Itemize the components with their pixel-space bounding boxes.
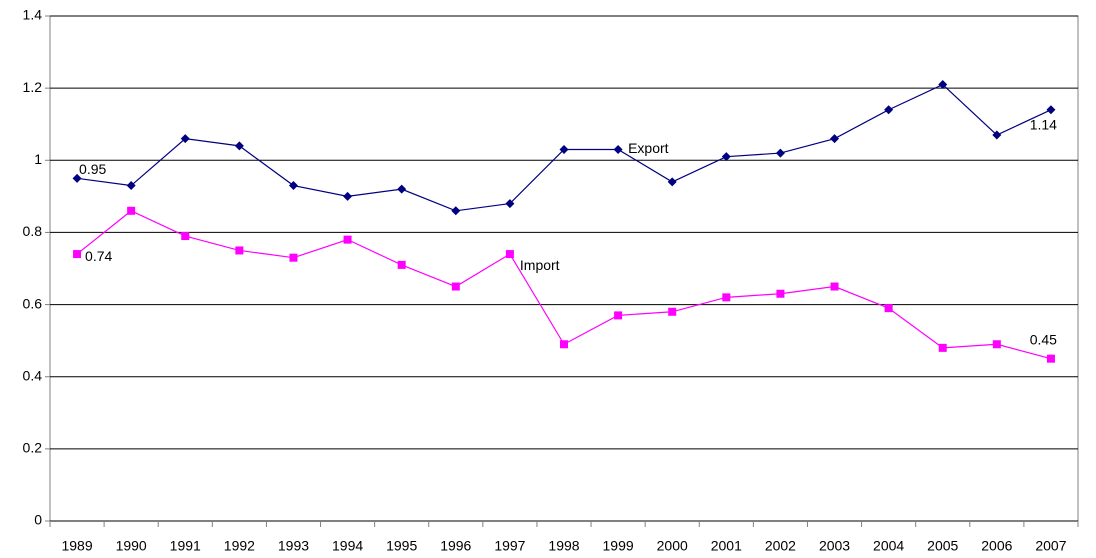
x-tick-label: 1995 (386, 538, 417, 554)
marker (775, 148, 785, 158)
marker (397, 260, 406, 269)
x-tick-label: 1998 (548, 538, 579, 554)
x-tick-label: 2001 (711, 538, 742, 554)
x-tick-label: 2007 (1035, 538, 1066, 554)
marker (288, 181, 298, 191)
marker (451, 206, 461, 216)
series-name: Import (520, 257, 560, 273)
x-tick-label: 1993 (278, 538, 309, 554)
marker (992, 340, 1001, 349)
x-tick-label: 1997 (494, 538, 525, 554)
y-tick-label: 0.6 (23, 295, 43, 311)
x-tick-label: 1996 (440, 538, 471, 554)
marker (289, 253, 298, 262)
marker (722, 293, 731, 302)
y-tick-label: 1.4 (23, 7, 43, 23)
marker (180, 134, 190, 144)
marker (938, 343, 947, 352)
data-label: 0.74 (85, 248, 112, 264)
x-tick-label: 2004 (873, 538, 904, 554)
marker (721, 152, 731, 162)
x-tick-label: 1994 (332, 538, 363, 554)
marker (73, 250, 82, 259)
x-tick-label: 2000 (657, 538, 688, 554)
series-name: Export (628, 140, 669, 156)
marker (1046, 105, 1056, 115)
marker (505, 250, 514, 259)
x-tick-label: 1999 (603, 538, 634, 554)
data-label: 1.14 (1030, 116, 1057, 132)
y-tick-label: 0.4 (23, 367, 43, 383)
data-label: 0.95 (79, 161, 106, 177)
marker (613, 144, 623, 154)
marker (343, 235, 352, 244)
marker (127, 206, 136, 215)
marker (343, 191, 353, 201)
x-tick-label: 1989 (61, 538, 92, 554)
marker (235, 246, 244, 255)
x-tick-label: 2005 (927, 538, 958, 554)
marker (668, 307, 677, 316)
marker (938, 80, 948, 90)
marker (397, 184, 407, 194)
y-tick-label: 0 (34, 512, 42, 528)
marker (830, 134, 840, 144)
marker (505, 199, 515, 209)
x-tick-label: 1991 (170, 538, 201, 554)
series-line (76, 210, 1052, 360)
marker (181, 232, 190, 241)
marker (776, 289, 785, 298)
marker (126, 181, 136, 191)
marker (560, 340, 568, 349)
marker (1046, 354, 1055, 363)
marker (451, 282, 460, 291)
x-tick-label: 2002 (765, 538, 796, 554)
marker (884, 105, 894, 115)
marker (992, 130, 1002, 140)
data-label: 0.45 (1030, 331, 1057, 347)
x-tick-label: 2006 (981, 538, 1012, 554)
marker (72, 173, 82, 183)
marker (667, 177, 677, 187)
marker (884, 304, 893, 313)
marker (614, 311, 623, 320)
y-tick-label: 0.2 (23, 440, 43, 456)
y-tick-label: 0.8 (23, 223, 43, 239)
y-tick-label: 1 (34, 151, 42, 167)
plot-area (49, 15, 1079, 522)
x-tick-label: 1992 (224, 538, 255, 554)
y-tick-label: 1.2 (23, 79, 43, 95)
marker (559, 144, 569, 154)
x-tick-label: 1990 (116, 538, 147, 554)
marker (830, 282, 839, 291)
marker (234, 141, 244, 151)
x-tick-label: 2003 (819, 538, 850, 554)
